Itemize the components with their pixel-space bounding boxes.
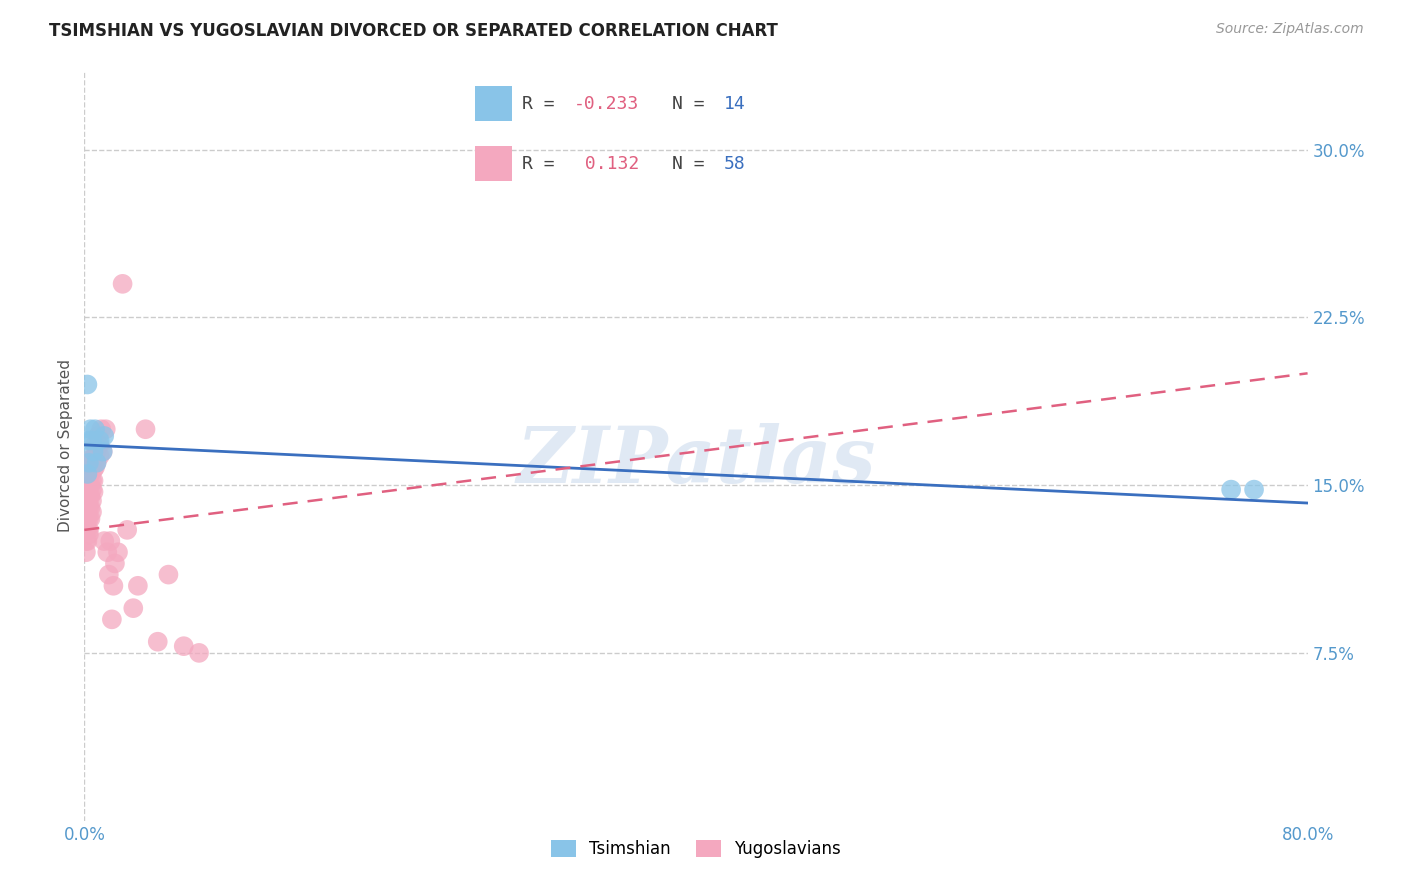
Text: -0.233: -0.233 <box>574 95 638 112</box>
Point <box>75 534 97 549</box>
Text: TSIMSHIAN VS YUGOSLAVIAN DIVORCED OR SEPARATED CORRELATION CHART: TSIMSHIAN VS YUGOSLAVIAN DIVORCED OR SEP… <box>49 22 778 40</box>
Text: R =: R = <box>523 155 567 173</box>
Point <box>89 449 111 463</box>
Point <box>93 429 115 443</box>
Point <box>84 449 107 463</box>
Point <box>101 612 124 626</box>
Point <box>76 523 98 537</box>
Point <box>79 511 101 525</box>
Point <box>84 422 107 436</box>
Point <box>79 422 101 436</box>
Point <box>75 523 97 537</box>
Point <box>93 534 115 549</box>
Point <box>80 505 103 519</box>
Text: 58: 58 <box>724 155 745 173</box>
Point <box>86 444 108 458</box>
Text: 0.132: 0.132 <box>574 155 638 173</box>
Point <box>157 567 180 582</box>
Point <box>188 646 211 660</box>
Point <box>115 523 138 537</box>
FancyBboxPatch shape <box>475 146 512 181</box>
FancyBboxPatch shape <box>475 87 512 121</box>
Point <box>80 493 103 508</box>
Point <box>75 545 97 559</box>
Text: 14: 14 <box>724 95 745 112</box>
Point <box>97 567 120 582</box>
Point <box>77 434 100 448</box>
Point <box>83 484 105 499</box>
Point <box>83 474 105 488</box>
Point <box>89 438 111 452</box>
Y-axis label: Divorced or Separated: Divorced or Separated <box>58 359 73 533</box>
Point <box>80 474 103 488</box>
Point <box>87 429 110 443</box>
Point <box>79 489 101 503</box>
Point <box>1220 483 1243 497</box>
Text: ZIPatlas: ZIPatlas <box>516 423 876 500</box>
Point <box>1243 483 1265 497</box>
Point <box>89 434 111 448</box>
Point <box>76 377 98 392</box>
Point <box>84 438 107 452</box>
Point <box>79 500 101 515</box>
Point <box>79 478 101 492</box>
Point <box>77 523 100 537</box>
Point <box>76 489 98 503</box>
Point <box>127 579 149 593</box>
Point <box>173 639 195 653</box>
Point <box>79 467 101 481</box>
Point <box>91 444 114 458</box>
Point <box>80 434 103 448</box>
Point <box>76 511 98 525</box>
Point <box>86 456 108 470</box>
Text: N =: N = <box>672 95 716 112</box>
Point <box>80 460 103 475</box>
Point <box>98 534 121 549</box>
Point <box>135 422 157 436</box>
Point <box>86 456 108 470</box>
Point <box>76 467 98 481</box>
Point <box>83 451 105 466</box>
Point <box>83 462 105 476</box>
Point <box>77 511 100 525</box>
Text: Source: ZipAtlas.com: Source: ZipAtlas.com <box>1216 22 1364 37</box>
Point <box>77 456 100 470</box>
Legend: Tsimshian, Yugoslavians: Tsimshian, Yugoslavians <box>544 833 848 864</box>
Point <box>80 451 103 466</box>
Point <box>83 444 105 458</box>
Point <box>107 545 129 559</box>
Point <box>111 277 134 291</box>
Point <box>103 579 125 593</box>
Point <box>94 422 117 436</box>
Point <box>80 483 103 497</box>
Text: R =: R = <box>523 95 567 112</box>
Point <box>146 634 169 648</box>
Point <box>77 527 100 541</box>
Point <box>77 489 100 503</box>
Text: N =: N = <box>672 155 716 173</box>
Point <box>91 444 114 458</box>
Point <box>84 460 107 475</box>
Point <box>77 500 100 515</box>
Point <box>90 422 112 436</box>
Point <box>76 500 98 515</box>
Point <box>122 601 145 615</box>
Point <box>76 534 98 549</box>
Point <box>104 557 127 571</box>
Point <box>77 478 100 492</box>
Point <box>87 438 110 452</box>
Point <box>96 545 118 559</box>
